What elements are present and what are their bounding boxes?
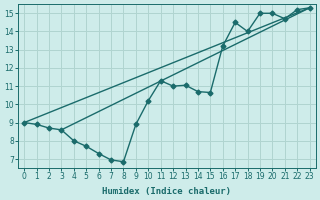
X-axis label: Humidex (Indice chaleur): Humidex (Indice chaleur) — [102, 187, 231, 196]
